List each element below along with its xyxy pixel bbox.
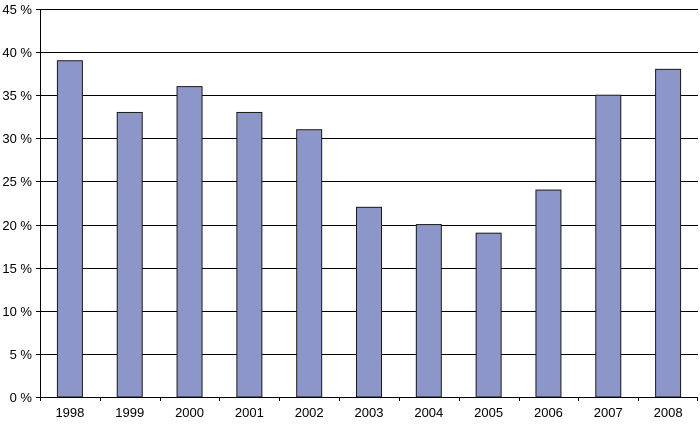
y-tick-label-30: 30 % <box>2 131 32 146</box>
bar-2008 <box>655 68 682 398</box>
gridlines <box>40 9 698 355</box>
y-tick-label-15: 15 % <box>2 261 32 276</box>
x-tick-label-1999: 1999 <box>115 405 144 420</box>
y-tick-label-45: 45 % <box>2 2 32 17</box>
bar-2006 <box>535 189 562 398</box>
bar-2005 <box>475 232 502 398</box>
bar-2002 <box>296 129 323 398</box>
bar-2001 <box>236 111 263 398</box>
x-tick-label-1998: 1998 <box>55 405 84 420</box>
x-tick-label-2005: 2005 <box>474 405 503 420</box>
x-tick-label-2006: 2006 <box>534 405 563 420</box>
y-tick-label-0: 0 % <box>10 390 33 405</box>
y-tick-label-40: 40 % <box>2 45 32 60</box>
bar-2000 <box>176 86 203 398</box>
axes <box>36 9 698 401</box>
y-tick-label-20: 20 % <box>2 218 32 233</box>
y-tick-label-5: 5 % <box>10 347 33 362</box>
y-tick-label-10: 10 % <box>2 304 32 319</box>
x-tick-label-2000: 2000 <box>175 405 204 420</box>
y-tick-label-35: 35 % <box>2 88 32 103</box>
bar-2007 <box>595 94 622 398</box>
y-tick-label-25: 25 % <box>2 174 32 189</box>
y-tick-labels: 0 % 5 % 10 % 15 % 20 % 25 % 30 % 35 % 40 % 45 % <box>2 2 32 405</box>
x-tick-label-2004: 2004 <box>414 405 443 420</box>
x-tick-label-2007: 2007 <box>594 405 623 420</box>
x-tick-label-2002: 2002 <box>295 405 324 420</box>
bars <box>56 60 682 398</box>
x-tick-label-2008: 2008 <box>654 405 683 420</box>
x-tick-labels: 1998 1999 2000 2001 2002 2003 2004 2005 2006 2007… <box>55 405 682 420</box>
bar-1999 <box>116 111 143 398</box>
bar-2003 <box>356 206 382 398</box>
x-tick-label-2001: 2001 <box>235 405 264 420</box>
bar-1998 <box>56 60 83 398</box>
bar-2004 <box>415 224 442 398</box>
x-tick-label-2003: 2003 <box>355 405 384 420</box>
